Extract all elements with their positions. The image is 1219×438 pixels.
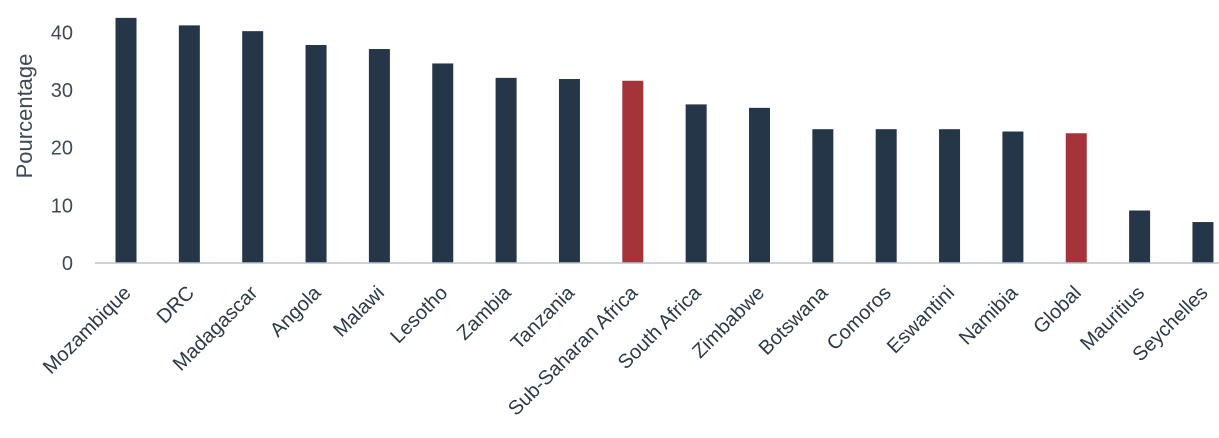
y-axis-title: Pourcentage bbox=[12, 54, 37, 179]
y-tick-label: 0 bbox=[62, 253, 73, 275]
y-tick-label: 40 bbox=[51, 22, 73, 44]
x-tick-label: DRC bbox=[153, 282, 199, 328]
bar bbox=[1192, 222, 1214, 263]
bar bbox=[432, 63, 454, 264]
bar bbox=[749, 107, 770, 264]
y-tick-label: 20 bbox=[51, 138, 73, 160]
bars bbox=[115, 17, 1214, 264]
bar bbox=[622, 80, 644, 263]
x-tick-label: Zambia bbox=[453, 281, 516, 344]
bar bbox=[812, 129, 834, 263]
bar bbox=[368, 49, 390, 263]
x-tick-label: Angola bbox=[266, 281, 326, 341]
bar bbox=[1002, 131, 1024, 263]
bar bbox=[939, 129, 961, 263]
bar bbox=[1065, 133, 1087, 263]
x-tick-label: Malawi bbox=[329, 282, 389, 342]
y-tick-label: 10 bbox=[51, 195, 73, 217]
bar bbox=[685, 104, 707, 263]
bar bbox=[875, 129, 897, 263]
bar bbox=[178, 25, 200, 264]
y-axis-ticks: 0 10 20 30 40 bbox=[51, 22, 73, 275]
x-tick-label: Botswana bbox=[755, 281, 833, 359]
bar bbox=[305, 44, 327, 264]
bar bbox=[495, 77, 517, 264]
bar bbox=[115, 17, 137, 263]
x-tick-label: Namibia bbox=[955, 281, 1023, 349]
bar bbox=[1129, 210, 1151, 263]
y-tick-label: 30 bbox=[51, 80, 73, 102]
x-tick-label: Global bbox=[1029, 282, 1085, 338]
x-tick-label: Eswantini bbox=[883, 282, 959, 358]
bar bbox=[558, 79, 580, 263]
x-tick-label: Lesotho bbox=[386, 282, 452, 348]
bar bbox=[242, 31, 264, 264]
x-tick-label: Mozambique bbox=[39, 282, 136, 379]
